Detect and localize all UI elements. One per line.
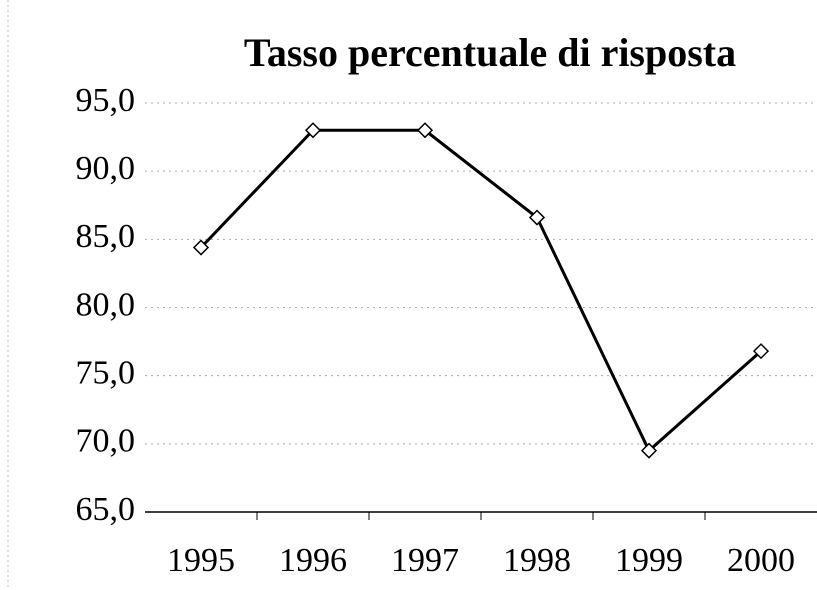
marker [640,442,658,459]
x-tick-label: 1998 [503,542,571,579]
x-tick-label: 2000 [727,542,795,579]
y-tick-label: 90,0 [76,150,136,187]
x-tick-label: 1999 [615,542,683,579]
y-tick-label: 95,0 [76,82,136,119]
marker [752,343,770,360]
marker [304,122,322,139]
y-tick-label: 85,0 [76,218,136,255]
line [199,128,762,454]
y-tick-label: 65,0 [76,491,136,528]
y-tick-label: 70,0 [76,423,136,460]
marker [192,239,210,256]
y-tick-label: 80,0 [76,286,136,323]
chart-title: Tasso percentuale di risposta [244,30,736,75]
marker [416,122,434,139]
y-tick-label: 75,0 [76,354,136,391]
x-tick-label: 1997 [391,542,459,579]
x-tick-label: 1996 [279,542,347,579]
x-tick-label: 1995 [167,542,235,579]
marker [528,209,546,226]
